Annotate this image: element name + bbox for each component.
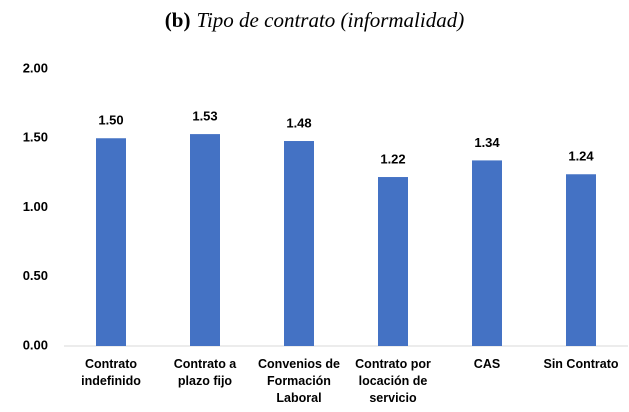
- value-label: 1.50: [98, 113, 123, 128]
- x-tick-label: Sin Contrato: [543, 357, 619, 371]
- bar: [472, 160, 502, 346]
- x-tick-label: Contrato por locación de servicio: [355, 357, 431, 405]
- chart-title-block: (b) Tipo de contrato (informalidad): [0, 8, 629, 33]
- bar: [190, 134, 220, 346]
- panel-label: (b): [164, 8, 191, 32]
- y-tick-label: 0.50: [23, 268, 48, 283]
- x-tick-label: Contrato a plazo fijo: [173, 357, 237, 388]
- value-label: 1.48: [286, 115, 311, 130]
- bar: [96, 138, 126, 346]
- bar: [378, 177, 408, 346]
- value-label: 1.24: [568, 149, 594, 164]
- x-tick-label: Contrato indefinido: [81, 357, 141, 388]
- y-tick-label: 1.50: [23, 130, 48, 145]
- bar: [566, 174, 596, 346]
- bar: [284, 141, 314, 346]
- value-label: 1.22: [380, 151, 405, 166]
- y-tick-label: 1.00: [23, 199, 48, 214]
- x-tick-label: Convenios de Formación Laboral: [258, 357, 340, 405]
- value-label: 1.53: [192, 109, 217, 124]
- chart-title: Tipo de contrato (informalidad): [196, 8, 465, 32]
- y-tick-label: 0.00: [23, 337, 48, 352]
- value-label: 1.34: [474, 135, 500, 150]
- x-tick-label: CAS: [473, 357, 501, 371]
- y-tick-label: 2.00: [23, 60, 48, 75]
